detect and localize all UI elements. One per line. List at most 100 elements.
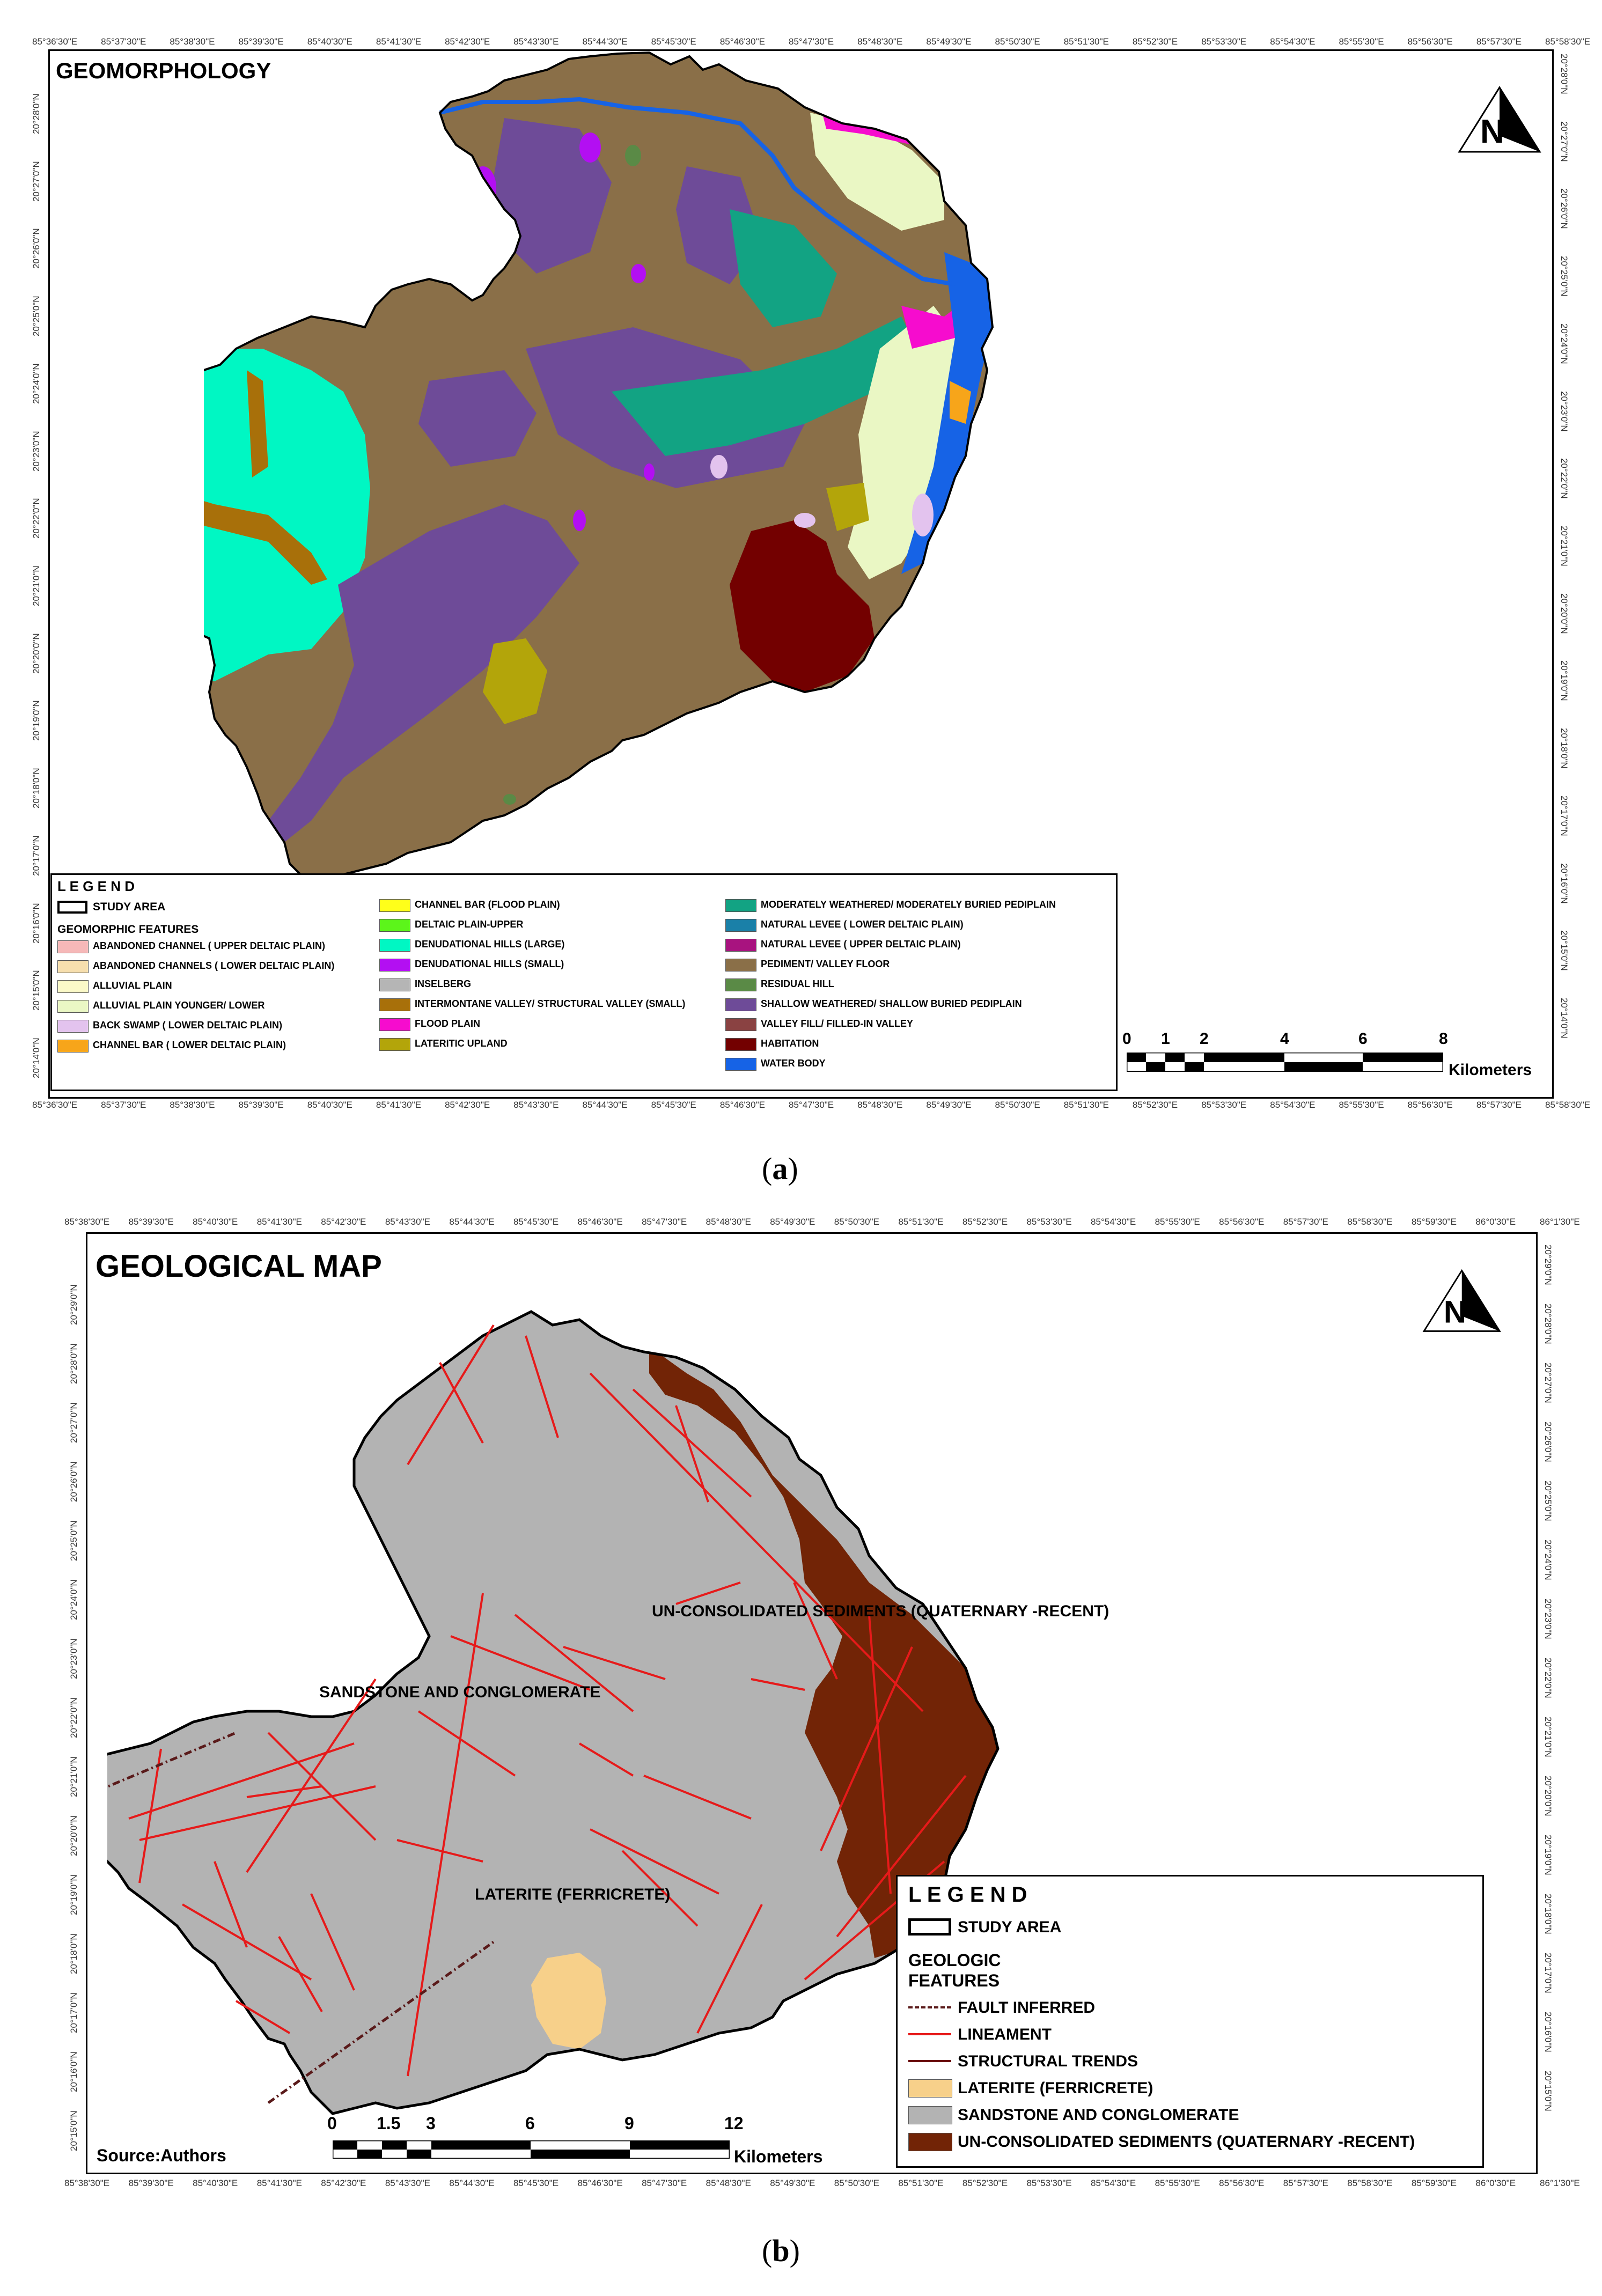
- y-tick-label: 20°26'0"N: [31, 228, 41, 269]
- study-area-swatch: [908, 1918, 951, 1936]
- legend-item-label: ALLUVIAL PLAIN: [93, 980, 172, 991]
- y-tick-label: 20°17'0"N: [69, 1992, 79, 2033]
- legend-heading: L E G E N D: [57, 878, 135, 894]
- x-tick-label: 85°57'30"E: [1283, 2178, 1328, 2188]
- x-tick-label: 85°51'30"E: [898, 2178, 944, 2188]
- x-tick-label: 85°42'30"E: [321, 1217, 366, 1227]
- x-tick-label: 85°38'30"E: [170, 1100, 215, 1110]
- legend-swatch: [725, 939, 756, 952]
- study-area-label: STUDY AREA: [958, 1918, 1062, 1936]
- x-tick-label: 85°52'30"E: [1132, 1100, 1178, 1110]
- legend-item-label: FAULT INFERRED: [958, 1999, 1096, 2017]
- legend-item-label: CHANNEL BAR ( LOWER DELTAIC PLAIN): [93, 1040, 286, 1050]
- y-tick-label: 20°29'0"N: [1543, 1245, 1553, 1285]
- x-tick-label: 85°51'30"E: [898, 1217, 944, 1227]
- x-tick-label: 85°36'30"E: [32, 1100, 78, 1110]
- y-tick-label: 20°27'0"N: [1543, 1363, 1553, 1403]
- legend-swatch: [379, 1018, 410, 1031]
- x-tick-label: 85°55'30"E: [1339, 1100, 1384, 1110]
- geological-map: [107, 1310, 1000, 2115]
- x-tick-label: 85°58'30"E: [1347, 1217, 1393, 1227]
- caption-a: (a): [762, 1151, 798, 1186]
- y-tick-label: 20°20'0"N: [1543, 1776, 1553, 1816]
- x-tick-label: 85°56'30"E: [1219, 2178, 1265, 2188]
- x-tick-label: 86°0'30"E: [1475, 2178, 1516, 2188]
- y-tick-label: 20°17'0"N: [1543, 1953, 1553, 1993]
- legend-item-label: SHALLOW WEATHERED/ SHALLOW BURIED PEDIPL…: [761, 998, 1022, 1009]
- legend-swatch: [57, 1020, 89, 1033]
- legend-swatch: [57, 1000, 89, 1013]
- legend-item-label: INTERMONTANE VALLEY/ STRUCTURAL VALLEY (…: [415, 998, 686, 1009]
- x-tick-label: 85°48'30"E: [706, 1217, 751, 1227]
- y-tick-label: 20°26'0"N: [1559, 188, 1569, 230]
- svg-text:N: N: [1480, 113, 1504, 150]
- study-area-swatch: [57, 901, 87, 914]
- x-tick-label: 85°54'30"E: [1091, 1217, 1136, 1227]
- map-title: GEOMORPHOLOGY: [56, 58, 271, 83]
- x-tick-label: 85°49'30"E: [926, 1100, 972, 1110]
- x-tick-label: 85°38'30"E: [64, 2178, 110, 2188]
- x-tick-label: 85°51'30"E: [1063, 36, 1109, 47]
- y-tick-label: 20°28'0"N: [1559, 54, 1569, 94]
- legend-swatch: [725, 1018, 756, 1031]
- x-tick-label: 85°48'30"E: [857, 1100, 903, 1110]
- geomorphology-map: [204, 51, 994, 886]
- legend-item-label: ALLUVIAL PLAIN YOUNGER/ LOWER: [93, 1000, 265, 1011]
- legend-item-label: CHANNEL BAR (FLOOD PLAIN): [415, 899, 560, 910]
- legend-swatch: [725, 998, 756, 1011]
- legend-item-label: UN-CONSOLIDATED SEDIMENTS (QUATERNARY -R…: [958, 2133, 1415, 2151]
- x-tick-label: 85°41'30"E: [376, 1100, 422, 1110]
- scale-tick-label: 1.5: [377, 2114, 401, 2133]
- y-tick-label: 20°28'0"N: [31, 93, 41, 134]
- x-tick-label: 85°48'30"E: [857, 36, 903, 47]
- y-tick-label: 20°19'0"N: [31, 700, 41, 741]
- y-tick-label: 20°15'0"N: [1543, 2071, 1553, 2111]
- legend-swatch: [379, 1038, 410, 1051]
- legend-item-label: ABANDONED CHANNEL ( UPPER DELTAIC PLAIN): [93, 940, 326, 951]
- legend-geomorphology: L E G E N D STUDY AREA GEOMORPHIC FEATUR…: [50, 873, 1118, 1091]
- y-tick-label: 20°17'0"N: [1559, 795, 1569, 836]
- x-tick-label: 85°42'30"E: [321, 2178, 366, 2188]
- x-tick-label: 85°57'30"E: [1283, 1217, 1328, 1227]
- y-tick-label: 20°16'0"N: [1543, 2012, 1553, 2052]
- x-tick-label: 85°46'30"E: [719, 36, 765, 47]
- scale-tick-label: 9: [624, 2114, 634, 2133]
- x-tick-label: 85°48'30"E: [706, 2178, 751, 2188]
- scale-tick-label: 6: [525, 2114, 535, 2133]
- scale-tick-label: 0: [1122, 1030, 1131, 1048]
- panel-geological: GEOLOGICAL MAP N: [0, 1202, 1602, 2296]
- x-tick-label: 85°55'30"E: [1155, 1217, 1200, 1227]
- x-tick-label: 85°36'30"E: [32, 36, 78, 47]
- y-tick-label: 20°22'0"N: [31, 498, 41, 539]
- y-tick-label: 20°18'0"N: [31, 768, 41, 809]
- x-tick-label: 85°50'30"E: [834, 1217, 879, 1227]
- legend-item-label: FLOOD PLAIN: [415, 1018, 480, 1029]
- x-tick-label: 85°44'30"E: [449, 1217, 495, 1227]
- legend-heading: L E G E N D: [908, 1883, 1027, 1907]
- legend-swatch: [57, 980, 89, 993]
- legend-item-label: PEDIMENT/ VALLEY FLOOR: [761, 959, 890, 969]
- x-tick-label: 85°44'30"E: [449, 2178, 495, 2188]
- legend-item-label: RESIDUAL HILL: [761, 978, 834, 989]
- x-tick-label: 85°46'30"E: [577, 1217, 623, 1227]
- x-tick-label: 85°41'30"E: [256, 2178, 302, 2188]
- x-tick-label: 85°52'30"E: [1132, 36, 1178, 47]
- x-tick-label: 86°1'30"E: [1540, 1217, 1580, 1227]
- x-tick-label: 85°47'30"E: [789, 36, 834, 47]
- x-tick-label: 85°39'30"E: [128, 2178, 174, 2188]
- x-tick-label: 85°53'30"E: [1026, 1217, 1072, 1227]
- legend-subheading-2: FEATURES: [908, 1971, 1000, 1990]
- x-tick-label: 85°41'30"E: [256, 1217, 302, 1227]
- y-tick-label: 20°27'0"N: [1559, 121, 1569, 162]
- svg-text:N: N: [1444, 1294, 1466, 1329]
- legend-swatch: [379, 959, 410, 972]
- x-tick-label: 85°45'30"E: [651, 1100, 696, 1110]
- y-tick-label: 20°21'0"N: [1559, 526, 1569, 566]
- x-tick-label: 85°45'30"E: [651, 36, 696, 47]
- legend-item-label: LATERITIC UPLAND: [415, 1038, 508, 1049]
- x-tick-label: 85°43'30"E: [385, 2178, 430, 2188]
- x-tick-label: 85°37'30"E: [101, 1100, 146, 1110]
- y-tick-label: 20°23'0"N: [1559, 391, 1569, 432]
- y-tick-label: 20°15'0"N: [31, 970, 41, 1011]
- y-tick-label: 20°24'0"N: [1559, 323, 1569, 364]
